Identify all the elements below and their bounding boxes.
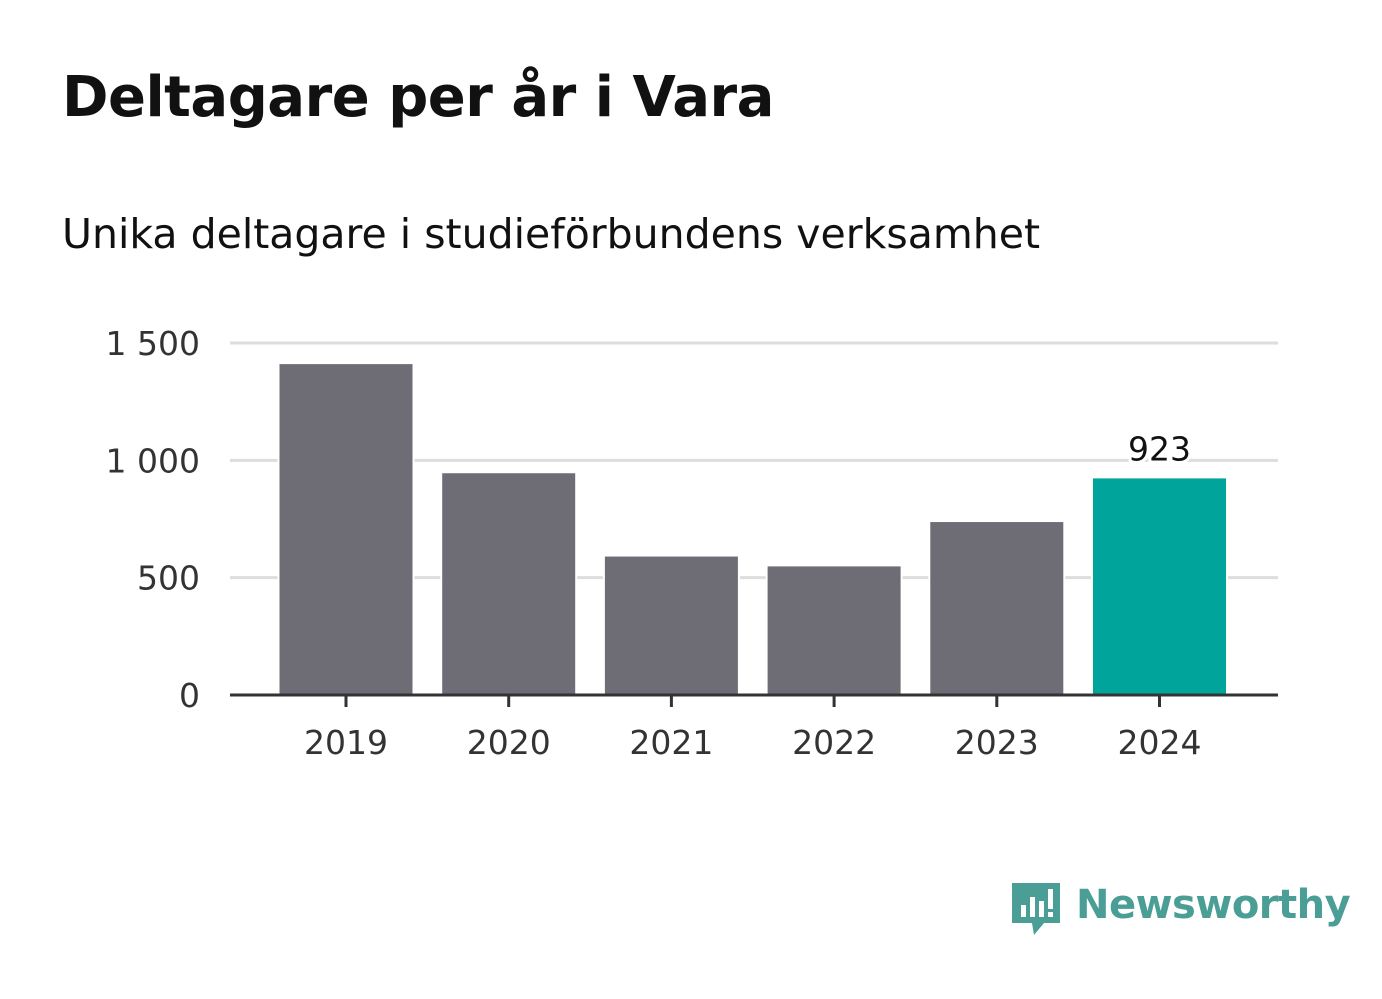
bar-2022 — [765, 564, 903, 697]
data-label: 923 — [1128, 429, 1191, 468]
y-tick-label: 1 500 — [106, 324, 200, 363]
chart-title: Deltagare per år i Vara — [62, 65, 774, 130]
bars — [277, 362, 1228, 698]
labels: 0 500 1 000 1 500 2019 2020 2021 2022 2023 2024 92… — [106, 324, 1202, 762]
y-tick-label: 0 — [179, 676, 200, 715]
newsworthy-logo-icon — [1012, 883, 1060, 935]
y-tick-label: 1 000 — [106, 441, 200, 480]
brand-name: Newsworthy — [1076, 882, 1351, 928]
chart-subtitle: Unika deltagare i studieförbundens verks… — [62, 210, 1041, 258]
x-tick-label: 2024 — [1118, 723, 1202, 762]
bar-2020 — [440, 471, 578, 697]
bar-2023 — [928, 520, 1066, 697]
x-tick-label: 2023 — [955, 723, 1039, 762]
bar-2024 — [1091, 476, 1228, 698]
y-tick-label: 500 — [137, 559, 200, 598]
x-tick-label: 2020 — [467, 723, 551, 762]
x-tick-label: 2019 — [304, 723, 388, 762]
newsworthy-brand: Newsworthy — [1010, 878, 1351, 940]
bar-2021 — [602, 554, 740, 698]
x-tick-label: 2021 — [629, 723, 713, 762]
x-tick-label: 2022 — [792, 723, 876, 762]
bar-2019 — [277, 362, 415, 697]
x-axis — [230, 693, 1278, 707]
